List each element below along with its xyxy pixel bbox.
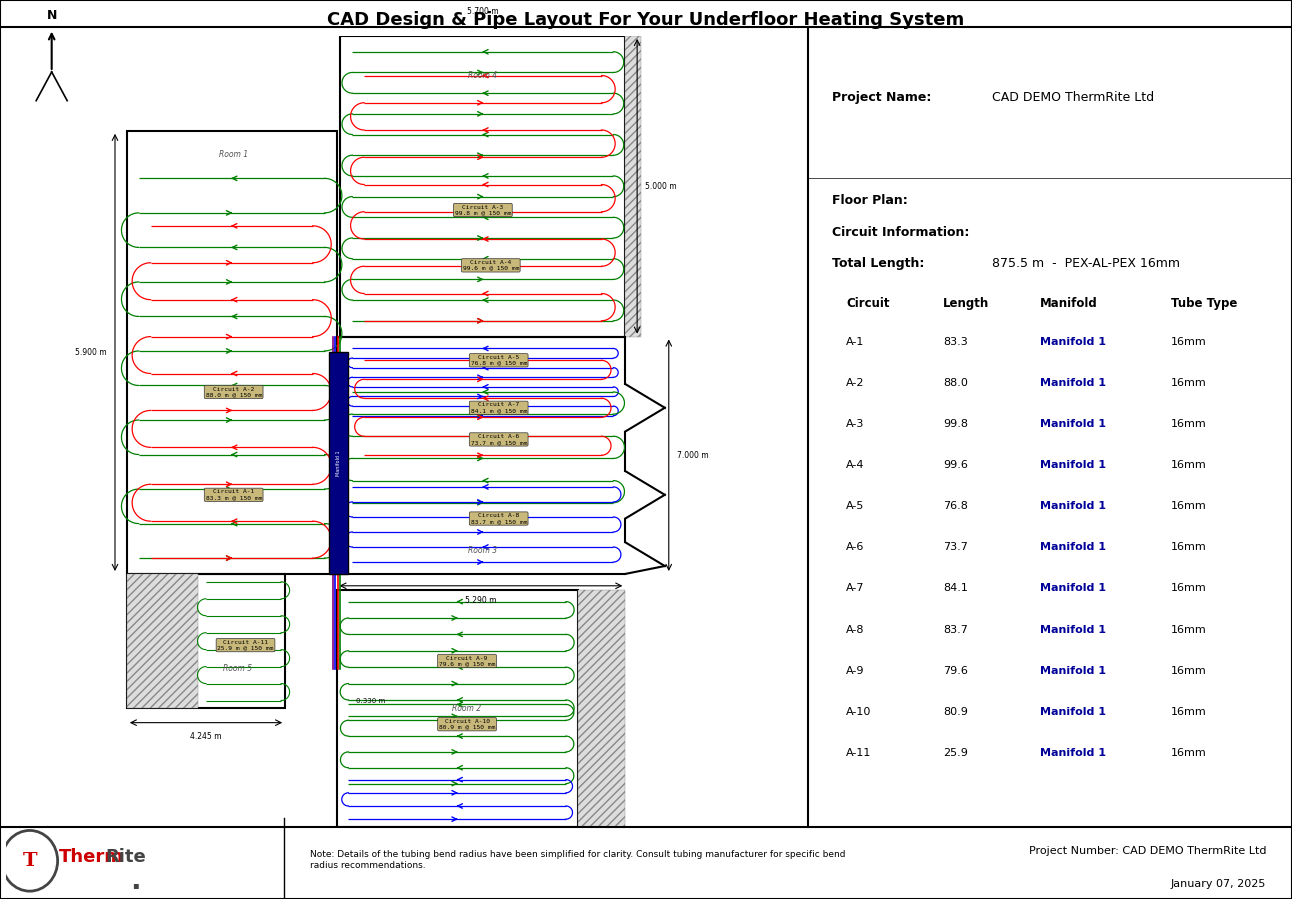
Text: 16mm: 16mm — [1171, 583, 1207, 593]
Bar — [625, 36, 641, 336]
Text: 5.700 m: 5.700 m — [466, 7, 499, 16]
Text: N: N — [47, 9, 57, 22]
Text: Circuit A-10
80.9 m @ 150 mm: Circuit A-10 80.9 m @ 150 mm — [439, 719, 495, 730]
Text: Manifold 1: Manifold 1 — [336, 450, 341, 476]
Text: Circuit Information:: Circuit Information: — [832, 226, 969, 239]
Text: Manifold: Manifold — [1040, 297, 1098, 310]
Text: A-2: A-2 — [846, 378, 864, 387]
Text: 875.5 m  -  PEX-AL-PEX 16mm: 875.5 m - PEX-AL-PEX 16mm — [992, 257, 1180, 271]
Text: Note: Details of the tubing bend radius have been simplified for clarity. Consul: Note: Details of the tubing bend radius … — [310, 850, 845, 870]
Text: 16mm: 16mm — [1171, 542, 1207, 552]
Text: Total Length:: Total Length: — [832, 257, 924, 271]
Text: 4.245 m: 4.245 m — [190, 732, 222, 741]
Text: 83.7: 83.7 — [943, 625, 968, 635]
Text: Project Name:: Project Name: — [832, 92, 932, 104]
Text: A-8: A-8 — [846, 625, 864, 635]
Text: Floor Plan:: Floor Plan: — [832, 194, 907, 207]
Text: A-7: A-7 — [846, 583, 864, 593]
Text: 76.8: 76.8 — [943, 501, 968, 512]
Text: Manifold 1: Manifold 1 — [1040, 707, 1106, 717]
Text: 16mm: 16mm — [1171, 501, 1207, 512]
Text: Room 1: Room 1 — [220, 150, 248, 159]
Text: 25.9: 25.9 — [943, 748, 968, 758]
Text: CAD Design & Pipe Layout For Your Underfloor Heating System: CAD Design & Pipe Layout For Your Underf… — [327, 11, 965, 30]
Text: Circuit: Circuit — [846, 297, 890, 310]
Text: Manifold 1: Manifold 1 — [1040, 583, 1106, 593]
Bar — [328, 352, 349, 574]
Text: 79.6: 79.6 — [943, 665, 968, 676]
Text: 83.3: 83.3 — [943, 336, 968, 347]
Text: 99.6: 99.6 — [943, 460, 968, 470]
Text: 0.330 m: 0.330 m — [357, 698, 385, 704]
Text: 16mm: 16mm — [1171, 419, 1207, 429]
Text: 16mm: 16mm — [1171, 625, 1207, 635]
Text: Manifold 1: Manifold 1 — [1040, 748, 1106, 758]
Text: 5.290 m: 5.290 m — [465, 596, 496, 605]
Text: A-6: A-6 — [846, 542, 864, 552]
Text: Manifold 1: Manifold 1 — [1040, 665, 1106, 676]
Text: 99.8: 99.8 — [943, 419, 968, 429]
Text: Room 2: Room 2 — [452, 704, 482, 713]
Text: Circuit A-11
25.9 m @ 150 mm: Circuit A-11 25.9 m @ 150 mm — [217, 640, 274, 651]
Text: Therm: Therm — [59, 849, 124, 867]
Text: Project Number: CAD DEMO ThermRite Ltd: Project Number: CAD DEMO ThermRite Ltd — [1028, 847, 1266, 857]
Text: A-3: A-3 — [846, 419, 864, 429]
Text: Manifold 1: Manifold 1 — [1040, 336, 1106, 347]
Text: Circuit A-7
84.1 m @ 150 mm: Circuit A-7 84.1 m @ 150 mm — [470, 403, 527, 414]
Text: Circuit A-5
76.8 m @ 150 mm: Circuit A-5 76.8 m @ 150 mm — [470, 355, 527, 366]
Text: 16mm: 16mm — [1171, 460, 1207, 470]
Text: Circuit A-2
88.0 m @ 150 mm: Circuit A-2 88.0 m @ 150 mm — [205, 387, 262, 397]
Text: A-11: A-11 — [846, 748, 872, 758]
Text: Manifold 1: Manifold 1 — [1040, 460, 1106, 470]
Text: Room 4: Room 4 — [468, 71, 497, 80]
Text: 16mm: 16mm — [1171, 748, 1207, 758]
Text: 80.9: 80.9 — [943, 707, 968, 717]
Text: Circuit A-9
79.6 m @ 150 mm: Circuit A-9 79.6 m @ 150 mm — [439, 655, 495, 666]
Text: Circuit A-3
99.8 m @ 150 mm: Circuit A-3 99.8 m @ 150 mm — [455, 205, 512, 216]
Text: .: . — [130, 867, 141, 895]
Text: 7.000 m: 7.000 m — [677, 450, 708, 459]
Text: Room 5: Room 5 — [224, 664, 252, 673]
Text: A-10: A-10 — [846, 707, 872, 717]
Text: Circuit A-8
83.7 m @ 150 mm: Circuit A-8 83.7 m @ 150 mm — [470, 513, 527, 524]
Text: Length: Length — [943, 297, 990, 310]
Text: Circuit A-6
73.7 m @ 150 mm: Circuit A-6 73.7 m @ 150 mm — [470, 434, 527, 445]
Text: T: T — [22, 851, 37, 870]
Text: 84.1: 84.1 — [943, 583, 968, 593]
Text: Tube Type: Tube Type — [1171, 297, 1238, 310]
Text: A-4: A-4 — [846, 460, 864, 470]
Text: January 07, 2025: January 07, 2025 — [1171, 879, 1266, 889]
Text: Manifold 1: Manifold 1 — [1040, 542, 1106, 552]
Text: CAD DEMO ThermRite Ltd: CAD DEMO ThermRite Ltd — [992, 92, 1154, 104]
Text: Manifold 1: Manifold 1 — [1040, 501, 1106, 512]
Text: A-9: A-9 — [846, 665, 864, 676]
Text: A-5: A-5 — [846, 501, 864, 512]
Text: Manifold 1: Manifold 1 — [1040, 378, 1106, 387]
Text: A-1: A-1 — [846, 336, 864, 347]
Bar — [578, 590, 625, 827]
Text: Circuit A-4
99.6 m @ 150 mm: Circuit A-4 99.6 m @ 150 mm — [463, 260, 519, 271]
Text: 5.000 m: 5.000 m — [645, 182, 677, 191]
Text: 73.7: 73.7 — [943, 542, 968, 552]
Text: 16mm: 16mm — [1171, 378, 1207, 387]
Text: Manifold 1: Manifold 1 — [1040, 625, 1106, 635]
Text: 16mm: 16mm — [1171, 336, 1207, 347]
Text: Manifold 1: Manifold 1 — [1040, 419, 1106, 429]
Text: 5.900 m: 5.900 m — [75, 348, 107, 357]
Bar — [127, 574, 198, 708]
Text: Circuit A-1
83.3 m @ 150 mm: Circuit A-1 83.3 m @ 150 mm — [205, 489, 262, 500]
Text: Rite: Rite — [105, 849, 146, 867]
Text: 16mm: 16mm — [1171, 665, 1207, 676]
Text: 88.0: 88.0 — [943, 378, 968, 387]
Text: 16mm: 16mm — [1171, 707, 1207, 717]
Text: Room 3: Room 3 — [468, 546, 497, 555]
